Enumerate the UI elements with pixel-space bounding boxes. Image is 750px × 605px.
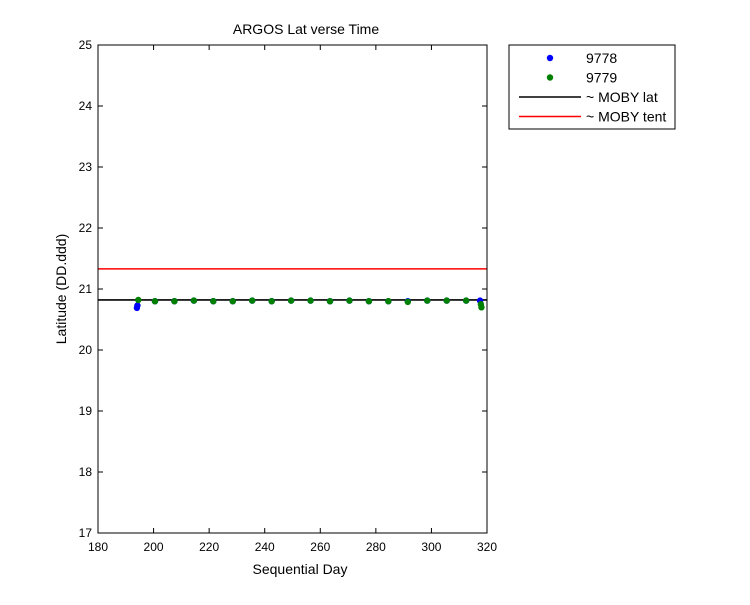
y-tick-label: 23 (79, 160, 93, 174)
x-tick-label: 280 (366, 540, 386, 554)
legend-label: ~ MOBY tent (586, 109, 666, 125)
point-series-2 (151, 298, 159, 305)
point-series-2 (171, 298, 178, 305)
point-series-2 (135, 296, 142, 304)
x-tick-label: 300 (421, 540, 441, 554)
x-tick-label: 180 (88, 540, 108, 554)
legend-marker (546, 74, 554, 81)
legend-box (508, 44, 676, 130)
y-tick-label: 18 (79, 465, 93, 479)
x-tick-label: 200 (144, 540, 164, 554)
y-tick-label: 17 (79, 526, 93, 540)
point-series-2 (190, 297, 198, 304)
y-tick-label: 19 (79, 404, 93, 418)
x-tick-label: 260 (310, 540, 330, 554)
point-series-2 (249, 297, 256, 304)
y-tick-label: 25 (79, 38, 93, 52)
point-series-2 (346, 297, 353, 304)
point-series-2 (326, 298, 334, 305)
point-series-2 (287, 297, 295, 304)
x-tick-label: 220 (199, 540, 219, 554)
point-series-2 (404, 298, 412, 306)
legend-label: ~ MOBY lat (586, 89, 658, 105)
x-tick-label: 320 (477, 540, 497, 554)
y-tick-label: 24 (79, 99, 93, 113)
point-series-2 (229, 298, 236, 305)
y-tick-label: 20 (79, 343, 93, 357)
point-series-2 (478, 304, 485, 311)
chart-title: ARGOS Lat verse Time (233, 21, 379, 37)
point-series-2 (365, 298, 373, 305)
point-series-2 (385, 298, 392, 305)
x-axis-label: Sequential Day (253, 561, 348, 577)
legend-label: 9779 (586, 70, 617, 86)
legend: 9778 9779 ~ MOBY lat ~ MOBY tent (508, 44, 676, 130)
point-series-2 (210, 298, 217, 305)
plot-area (98, 45, 487, 533)
point-series-2 (268, 298, 275, 305)
point-series-1 (134, 302, 141, 309)
y-axis-label: Latitude (DD.ddd) (53, 234, 69, 345)
y-tick-label: 22 (79, 221, 93, 235)
y-tick-label: 21 (79, 282, 93, 296)
point-series-2 (462, 297, 470, 304)
point-series-2 (443, 297, 450, 304)
x-tick-label: 240 (255, 540, 275, 554)
legend-label: 9778 (586, 50, 617, 66)
point-series-2 (424, 297, 431, 304)
legend-marker (546, 54, 554, 62)
point-series-2 (307, 297, 314, 304)
